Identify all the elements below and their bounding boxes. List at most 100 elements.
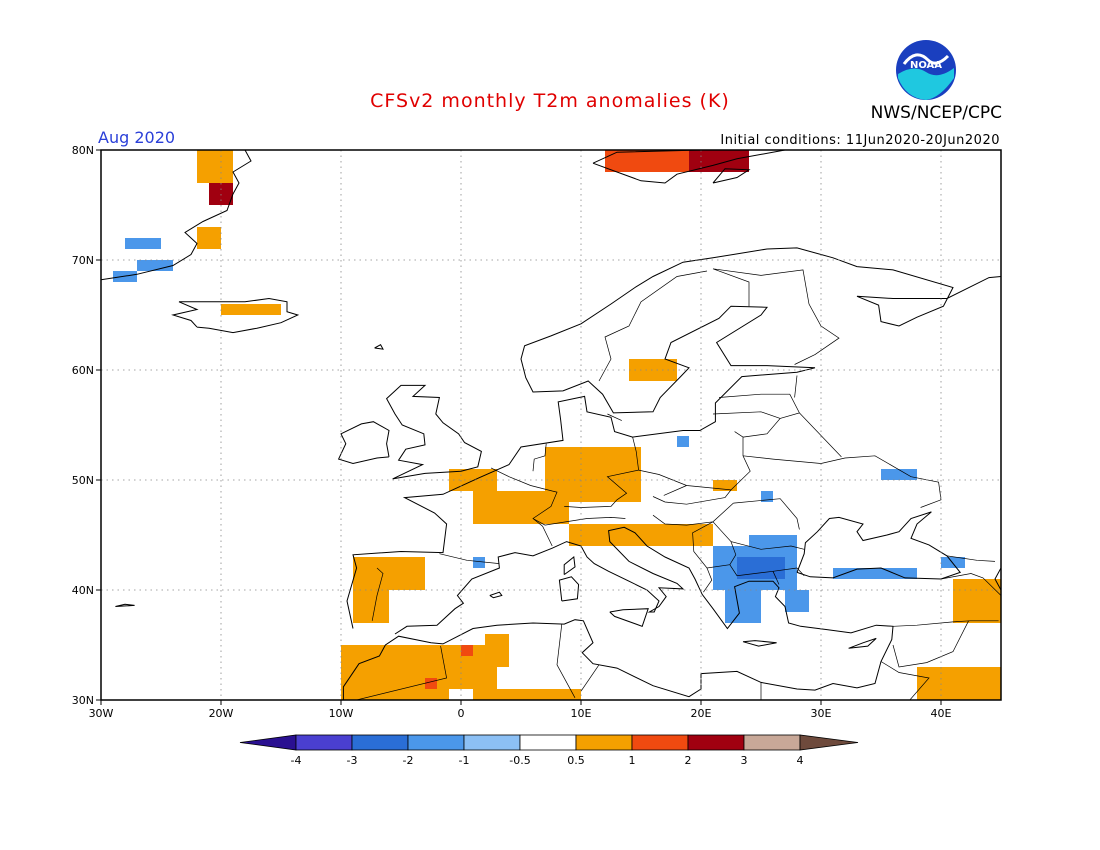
anomaly-cell — [197, 227, 221, 249]
colorbar-label: 2 — [685, 754, 692, 767]
country-border — [598, 270, 708, 382]
coastline — [563, 556, 576, 576]
colorbar-segment — [631, 734, 689, 751]
country-border — [638, 431, 751, 491]
country-border — [607, 413, 622, 421]
anomaly-cell — [917, 667, 1001, 700]
country-border — [580, 664, 600, 692]
coastline — [337, 421, 390, 465]
country-border — [718, 393, 800, 414]
x-tick-label: 10E — [571, 707, 592, 720]
y-tick-label: 40N — [72, 584, 94, 597]
country-border — [940, 573, 1001, 596]
coastline — [385, 384, 482, 480]
colorbar-segment — [407, 734, 465, 751]
colorbar: -4 -3 -2 -1 -0.5 0.5 1 2 3 4 — [239, 734, 859, 767]
anomaly-cell — [461, 645, 473, 656]
anomaly-cell — [713, 480, 737, 491]
country-border — [532, 517, 626, 526]
colorbar-label: 1 — [629, 754, 636, 767]
anomaly-cell — [221, 304, 281, 315]
anomaly-cell — [833, 568, 917, 579]
colorbar-max-arrow — [799, 734, 859, 751]
coastline — [171, 297, 300, 334]
anomaly-layer — [113, 150, 1001, 700]
forecast-month-label: Aug 2020 — [98, 128, 176, 147]
initial-conditions-label: Initial conditions: 11Jun2020-20Jun2020 — [720, 133, 1000, 148]
country-border — [794, 375, 798, 398]
colorbar-segment — [687, 734, 745, 751]
anomaly-cell — [761, 491, 773, 502]
anomaly-cell — [425, 678, 437, 689]
coastline — [558, 576, 580, 602]
noaa-logo-icon: NOAA — [896, 40, 956, 100]
country-border — [712, 268, 840, 365]
anomaly-cell — [629, 359, 677, 381]
x-tick-label: 0 — [458, 707, 465, 720]
country-border — [703, 567, 713, 593]
coastline-layer — [101, 150, 1001, 700]
coastline — [489, 591, 503, 599]
country-border — [772, 571, 780, 585]
country-border — [652, 502, 734, 526]
anomaly-cell — [545, 447, 641, 502]
grid-layer — [101, 150, 1001, 700]
colorbar-segment — [743, 734, 801, 751]
country-border — [880, 661, 930, 700]
anomaly-cell — [353, 557, 425, 590]
anomaly-cell — [113, 271, 137, 282]
country-border — [946, 555, 996, 562]
y-tick-label: 60N — [72, 364, 94, 377]
colorbar-segment — [519, 734, 577, 751]
country-border — [712, 411, 781, 419]
country-border — [371, 567, 384, 621]
colorbar-min-arrow — [239, 734, 297, 751]
anomaly-cell — [473, 557, 485, 568]
y-tick-label: 50N — [72, 474, 94, 487]
colorbar-label: -0.5 — [509, 754, 530, 767]
anomaly-cell — [137, 260, 173, 271]
country-border — [692, 521, 737, 569]
x-tick-label: 30W — [89, 707, 114, 720]
country-border — [733, 498, 800, 530]
colorbar-segment — [463, 734, 521, 751]
coastline — [848, 637, 877, 649]
country-border — [652, 489, 732, 505]
anomaly-cell — [125, 238, 161, 249]
country-border — [796, 567, 805, 576]
map-frame — [100, 149, 1002, 701]
country-border — [532, 443, 547, 472]
country-border — [490, 467, 558, 547]
country-border — [892, 620, 969, 668]
organization-label: NWS/NCEP/CPC — [870, 103, 1002, 123]
y-tick-label: 80N — [72, 144, 94, 157]
x-tick-label: 30E — [811, 707, 832, 720]
country-border — [742, 455, 942, 508]
coastline — [101, 150, 252, 281]
colorbar-label: -4 — [291, 754, 302, 767]
anomaly-cell — [677, 436, 689, 447]
anomaly-cell — [485, 634, 509, 667]
country-border — [892, 620, 999, 627]
colorbar-segment — [351, 734, 409, 751]
anomaly-cell — [341, 645, 449, 700]
country-border — [556, 624, 576, 698]
anomaly-cell — [197, 150, 233, 183]
x-tick-label: 40E — [931, 707, 952, 720]
coastline — [346, 247, 1001, 629]
x-tick-label: 10W — [329, 707, 354, 720]
x-tick-label: 20W — [209, 707, 234, 720]
y-tick-label: 30N — [72, 694, 94, 707]
country-border — [356, 646, 448, 700]
coastline — [609, 608, 649, 627]
anomaly-cell — [725, 590, 761, 623]
y-tick-label: 70N — [72, 254, 94, 267]
anomaly-cell — [785, 590, 809, 612]
anomaly-cell — [569, 524, 713, 546]
country-border — [439, 553, 500, 564]
coastline — [342, 526, 894, 700]
x-tick-label: 20E — [691, 707, 712, 720]
country-border — [663, 485, 687, 496]
anomaly-cell — [449, 469, 497, 491]
anomaly-cell — [941, 557, 965, 568]
